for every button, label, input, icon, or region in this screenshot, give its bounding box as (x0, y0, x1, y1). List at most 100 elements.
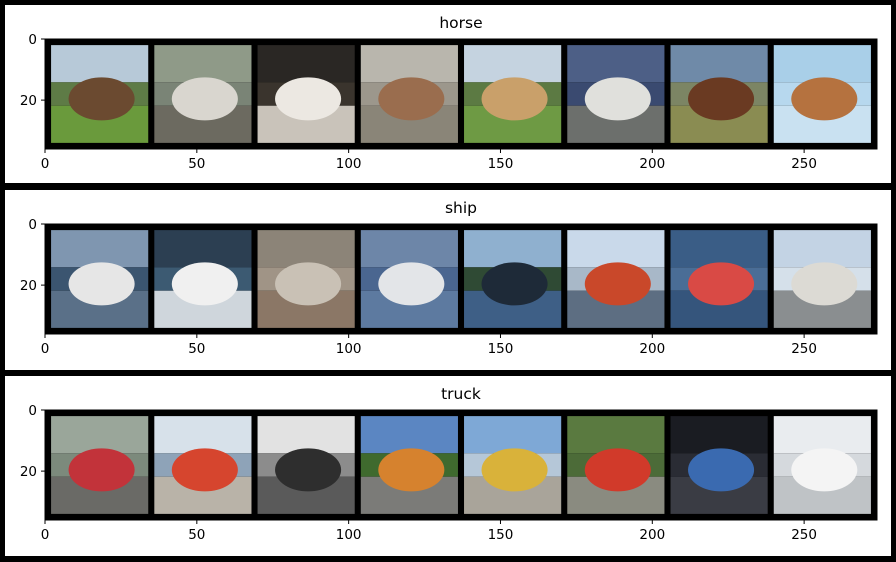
tile-sky (464, 230, 562, 268)
tile-subject (171, 262, 238, 306)
image-tile: rider on brown horse in grass field (51, 45, 149, 143)
tile-sky (670, 45, 768, 83)
subplot-svg: ship white motor yacht on waterspeedboat … (20, 199, 878, 357)
x-tick-label: 100 (336, 341, 362, 357)
tile-sky (670, 230, 768, 268)
tile-subject (584, 262, 651, 306)
tile-sky (257, 230, 355, 268)
tile-subject (68, 262, 135, 306)
tile-sky (154, 416, 252, 454)
x-tick-label: 150 (488, 527, 514, 543)
y-tick-label: 0 (28, 403, 37, 419)
tile-subject (481, 262, 548, 306)
tile-subject (481, 77, 548, 121)
x-tick-label: 50 (188, 527, 205, 543)
subplot-title: ship (445, 199, 477, 217)
tile-subject (378, 448, 445, 492)
x-tick-label: 0 (41, 341, 50, 357)
tile-subject (378, 77, 445, 121)
tile-subject (688, 77, 755, 121)
image-tile: white horse rearing (567, 45, 665, 143)
subplot-panel: horse rider on brown horse in grass field… (5, 5, 891, 183)
tile-subject (584, 448, 651, 492)
image-tile: white horse galloping (154, 45, 252, 143)
tile-sky (51, 416, 149, 454)
tile-subject (171, 77, 238, 121)
tile-sky (773, 230, 871, 268)
x-tick-label: 250 (791, 156, 817, 172)
x-tick-label: 250 (791, 341, 817, 357)
tile-sky (464, 45, 562, 83)
subplot-title: horse (439, 14, 482, 32)
tile-subject (275, 77, 342, 121)
tile-sky (567, 45, 665, 83)
tile-subject (171, 448, 238, 492)
axes-frame (44, 223, 878, 335)
image-tile: white horse head close-up (257, 45, 355, 143)
axes-frame (44, 409, 878, 521)
image-tile: ferry near wooded shore (464, 230, 562, 328)
tile-sky (51, 45, 149, 83)
image-tile: red semi truck front (51, 416, 149, 514)
x-tick-label: 100 (336, 156, 362, 172)
tile-subject (791, 448, 858, 492)
image-tile: brown horse in field (670, 45, 768, 143)
image-tile: speedboat cutting waves (154, 230, 252, 328)
tile-sky (154, 230, 252, 268)
image-tile: white box truck (773, 416, 871, 514)
axes-frame (44, 38, 878, 150)
tile-sky (773, 416, 871, 454)
image-tile: white motor yacht on water (51, 230, 149, 328)
x-tick-label: 0 (41, 527, 50, 543)
tile-subject (688, 448, 755, 492)
image-tile: brown horse standing by fence (360, 45, 458, 143)
image-tile: red cargo ship with crane (567, 230, 665, 328)
x-tick-label: 50 (188, 156, 205, 172)
subplot-panel: ship white motor yacht on waterspeedboat … (5, 190, 891, 370)
image-tile: black and white old truck (257, 416, 355, 514)
y-tick-label: 0 (28, 32, 37, 48)
x-tick-label: 150 (488, 156, 514, 172)
tile-sky (773, 45, 871, 83)
tile-sky (154, 45, 252, 83)
x-tick-label: 200 (639, 156, 665, 172)
subplot-svg: truckred semi truck frontred fire truckb… (20, 385, 878, 543)
subplot-panel: truckred semi truck frontred fire truckb… (5, 376, 891, 556)
image-tile: red fire truck (154, 416, 252, 514)
tile-subject (275, 448, 342, 492)
tile-sky (51, 230, 149, 268)
x-tick-label: 250 (791, 527, 817, 543)
tile-subject (688, 262, 755, 306)
tile-subject (584, 77, 651, 121)
tile-sky (567, 416, 665, 454)
tile-subject (791, 77, 858, 121)
tile-subject (791, 262, 858, 306)
y-tick-label: 20 (20, 278, 37, 294)
y-tick-label: 0 (28, 217, 37, 233)
tile-sky (360, 230, 458, 268)
tile-subject (68, 77, 135, 121)
image-tile: cabin cruiser at sea (360, 230, 458, 328)
subplot-svg: horse rider on brown horse in grass field… (20, 14, 878, 172)
tile-subject (481, 448, 548, 492)
y-tick-label: 20 (20, 93, 37, 109)
tile-subject (68, 448, 135, 492)
image-tile: red fire engine under trees (567, 416, 665, 514)
tile-sky (257, 45, 355, 83)
tile-subject (378, 262, 445, 306)
image-tile: white navy ship (773, 230, 871, 328)
image-tile: yellow dump truck (464, 416, 562, 514)
image-tile: blue truck with driver (670, 416, 768, 514)
x-tick-label: 200 (639, 527, 665, 543)
image-tile: orange truck on road by trees (360, 416, 458, 514)
tile-sky (464, 416, 562, 454)
x-tick-label: 50 (188, 341, 205, 357)
image-tile: rider on palomino horse (464, 45, 562, 143)
image-tile: cargo ship in harbor (257, 230, 355, 328)
tile-sky (567, 230, 665, 268)
x-tick-label: 100 (336, 527, 362, 543)
tile-sky (360, 416, 458, 454)
image-tile: red and white speedboat (670, 230, 768, 328)
x-tick-label: 150 (488, 341, 514, 357)
image-tile: chestnut horse on blue backdrop (773, 45, 871, 143)
